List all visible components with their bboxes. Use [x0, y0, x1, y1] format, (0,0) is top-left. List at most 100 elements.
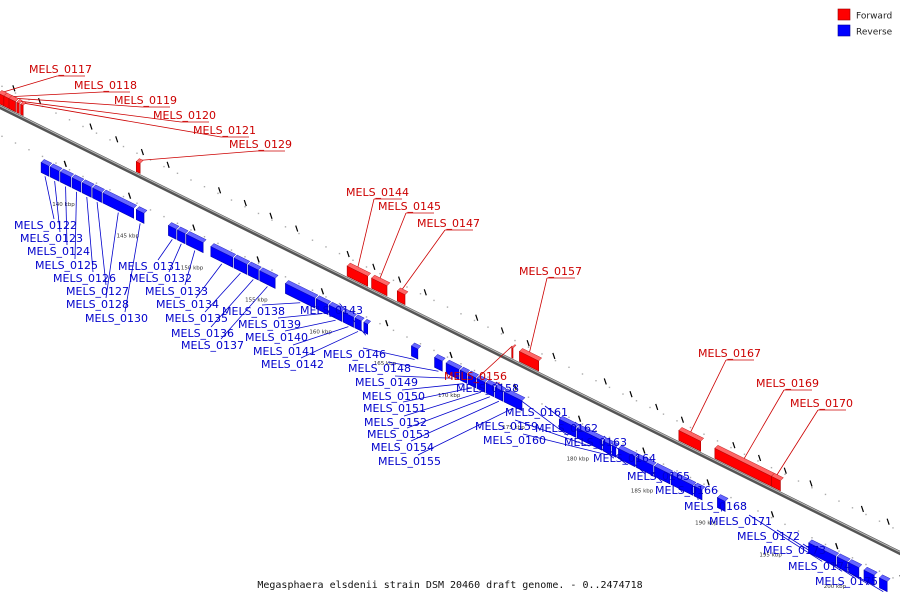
gene-label-MELS_0167[interactable]: MELS_0167: [698, 347, 761, 360]
gene-MELS_0165[interactable]: [670, 471, 697, 496]
gene-label-MELS_0160[interactable]: MELS_0160: [483, 434, 546, 447]
gene-MELS_0146[interactable]: [411, 342, 422, 360]
gene-label-MELS_0165[interactable]: MELS_0165: [627, 470, 690, 483]
gene-MELS_0161[interactable]: [611, 442, 620, 458]
gene-label-MELS_0132[interactable]: MELS_0132: [129, 272, 192, 285]
gene-MELS_0126[interactable]: [81, 179, 95, 198]
gene-label-MELS_0119[interactable]: MELS_0119: [114, 94, 177, 107]
gene-label-MELS_0124[interactable]: MELS_0124: [27, 245, 90, 258]
gene-MELS_0173[interactable]: [848, 559, 863, 579]
gene-MELS_0159[interactable]: [576, 424, 606, 451]
gene-MELS_0125[interactable]: [71, 174, 85, 193]
gene-label-MELS_0168[interactable]: MELS_0168: [684, 500, 747, 513]
gene-label-MELS_0144[interactable]: MELS_0144: [346, 186, 409, 199]
gene-MELS_0158[interactable]: [558, 415, 580, 438]
gene-MELS_0154[interactable]: [494, 384, 507, 402]
gene-label-MELS_0147[interactable]: MELS_0147: [417, 217, 480, 230]
gene-label-MELS_0145[interactable]: MELS_0145: [378, 200, 441, 213]
gene-MELS_0150[interactable]: [459, 366, 471, 384]
gene-MELS_0124[interactable]: [60, 168, 75, 188]
gene-MELS_0135[interactable]: [233, 254, 251, 275]
gene-label-MELS_0141[interactable]: MELS_0141: [253, 345, 316, 358]
gene-label-MELS_0153[interactable]: MELS_0153: [367, 428, 430, 441]
gene-label-MELS_0131[interactable]: MELS_0131: [118, 260, 181, 273]
gene-MELS_0167[interactable]: [678, 427, 705, 452]
gene-label-MELS_0171[interactable]: MELS_0171: [709, 515, 772, 528]
gene-label-MELS_0123[interactable]: MELS_0123: [20, 232, 83, 245]
gene-MELS_0164[interactable]: [654, 463, 674, 485]
gene-MELS_0171[interactable]: [808, 539, 840, 567]
gene-MELS_0120[interactable]: [16, 99, 23, 115]
gene-MELS_0172[interactable]: [836, 553, 851, 573]
gene-MELS_0170[interactable]: [771, 473, 784, 492]
gene-label-MELS_0148[interactable]: MELS_0148: [348, 362, 411, 375]
gene-MELS_0130[interactable]: [135, 206, 148, 224]
gene-MELS_0163[interactable]: [636, 454, 657, 477]
gene-label-MELS_0156[interactable]: MELS_0156: [444, 370, 507, 383]
gene-MELS_0134[interactable]: [210, 243, 237, 268]
gene-label-MELS_0122[interactable]: MELS_0122: [14, 219, 77, 232]
gene-MELS_0174[interactable]: [863, 566, 878, 586]
gene-label-MELS_0158[interactable]: MELS_0158: [456, 382, 519, 395]
gene-label-MELS_0154[interactable]: MELS_0154: [371, 441, 434, 454]
gene-label-MELS_0128[interactable]: MELS_0128: [66, 298, 129, 311]
gene-MELS_0157[interactable]: [519, 348, 543, 372]
gene-MELS_0128[interactable]: [102, 189, 138, 219]
gene-label-MELS_0162[interactable]: MELS_0162: [535, 422, 598, 435]
gene-label-MELS_0170[interactable]: MELS_0170: [790, 397, 853, 410]
gene-MELS_0162[interactable]: [618, 445, 639, 468]
gene-label-MELS_0163[interactable]: MELS_0163: [564, 436, 627, 449]
gene-label-MELS_0175[interactable]: MELS_0175: [815, 575, 878, 588]
gene-label-MELS_0143[interactable]: MELS_0143: [300, 304, 363, 317]
gene-label-MELS_0130[interactable]: MELS_0130: [85, 312, 148, 325]
gene-label-MELS_0118[interactable]: MELS_0118: [74, 79, 137, 92]
gene-MELS_0133[interactable]: [186, 231, 207, 254]
gene-label-MELS_0127[interactable]: MELS_0127: [66, 285, 129, 298]
gene-label-MELS_0121[interactable]: MELS_0121: [193, 124, 256, 137]
gene-MELS_0138[interactable]: [285, 280, 319, 309]
gene-MELS_0153[interactable]: [485, 379, 498, 398]
gene-MELS_0140[interactable]: [328, 301, 346, 322]
gene-MELS_0168[interactable]: [717, 494, 729, 512]
gene-label-MELS_0152[interactable]: MELS_0152: [364, 416, 427, 429]
gene-label-MELS_0159[interactable]: MELS_0159: [475, 420, 538, 433]
gene-MELS_0145[interactable]: [371, 274, 391, 297]
gene-MELS_0143[interactable]: [363, 319, 372, 335]
gene-MELS_0137[interactable]: [259, 267, 279, 289]
gene-MELS_0127[interactable]: [92, 184, 105, 203]
gene-MELS_0156[interactable]: [511, 344, 517, 359]
gene-label-MELS_0125[interactable]: MELS_0125: [35, 259, 98, 272]
gene-label-MELS_0151[interactable]: MELS_0151: [363, 402, 426, 415]
gene-MELS_0147[interactable]: [396, 287, 409, 306]
gene-MELS_0151[interactable]: [467, 370, 480, 389]
gene-MELS_0139[interactable]: [315, 295, 332, 315]
gene-label-MELS_0174[interactable]: MELS_0174: [788, 560, 851, 573]
gene-MELS_0152[interactable]: [476, 375, 489, 393]
gene-MELS_0136[interactable]: [247, 261, 262, 281]
gene-MELS_0131[interactable]: [168, 222, 180, 240]
gene-MELS_0123[interactable]: [49, 163, 63, 182]
gene-label-MELS_0155[interactable]: MELS_0155: [378, 455, 441, 468]
gene-MELS_0160[interactable]: [602, 437, 615, 456]
gene-label-MELS_0129[interactable]: MELS_0129: [229, 138, 292, 151]
gene-label-MELS_0164[interactable]: MELS_0164: [593, 452, 656, 465]
gene-label-MELS_0138[interactable]: MELS_0138: [222, 305, 285, 318]
gene-label-MELS_0120[interactable]: MELS_0120: [153, 109, 216, 122]
gene-MELS_0119[interactable]: [8, 95, 19, 113]
gene-label-MELS_0172[interactable]: MELS_0172: [737, 530, 800, 543]
gene-label-MELS_0173[interactable]: MELS_0173: [763, 544, 826, 557]
gene-label-MELS_0117[interactable]: MELS_0117: [29, 63, 92, 76]
gene-label-MELS_0135[interactable]: MELS_0135: [165, 312, 228, 325]
gene-label-MELS_0166[interactable]: MELS_0166: [655, 484, 718, 497]
gene-label-MELS_0157[interactable]: MELS_0157: [519, 265, 582, 278]
gene-box-MELS_0121[interactable]: [20, 103, 24, 116]
gene-MELS_0148[interactable]: [434, 354, 446, 372]
gene-label-MELS_0161[interactable]: MELS_0161: [505, 406, 568, 419]
gene-label-MELS_0126[interactable]: MELS_0126: [53, 272, 116, 285]
gene-MELS_0155[interactable]: [503, 388, 526, 412]
gene-label-MELS_0140[interactable]: MELS_0140: [245, 331, 308, 344]
gene-MELS_0144[interactable]: [346, 262, 372, 287]
gene-label-MELS_0146[interactable]: MELS_0146: [323, 348, 386, 361]
gene-label-MELS_0150[interactable]: MELS_0150: [362, 390, 425, 403]
gene-label-MELS_0169[interactable]: MELS_0169: [756, 377, 819, 390]
